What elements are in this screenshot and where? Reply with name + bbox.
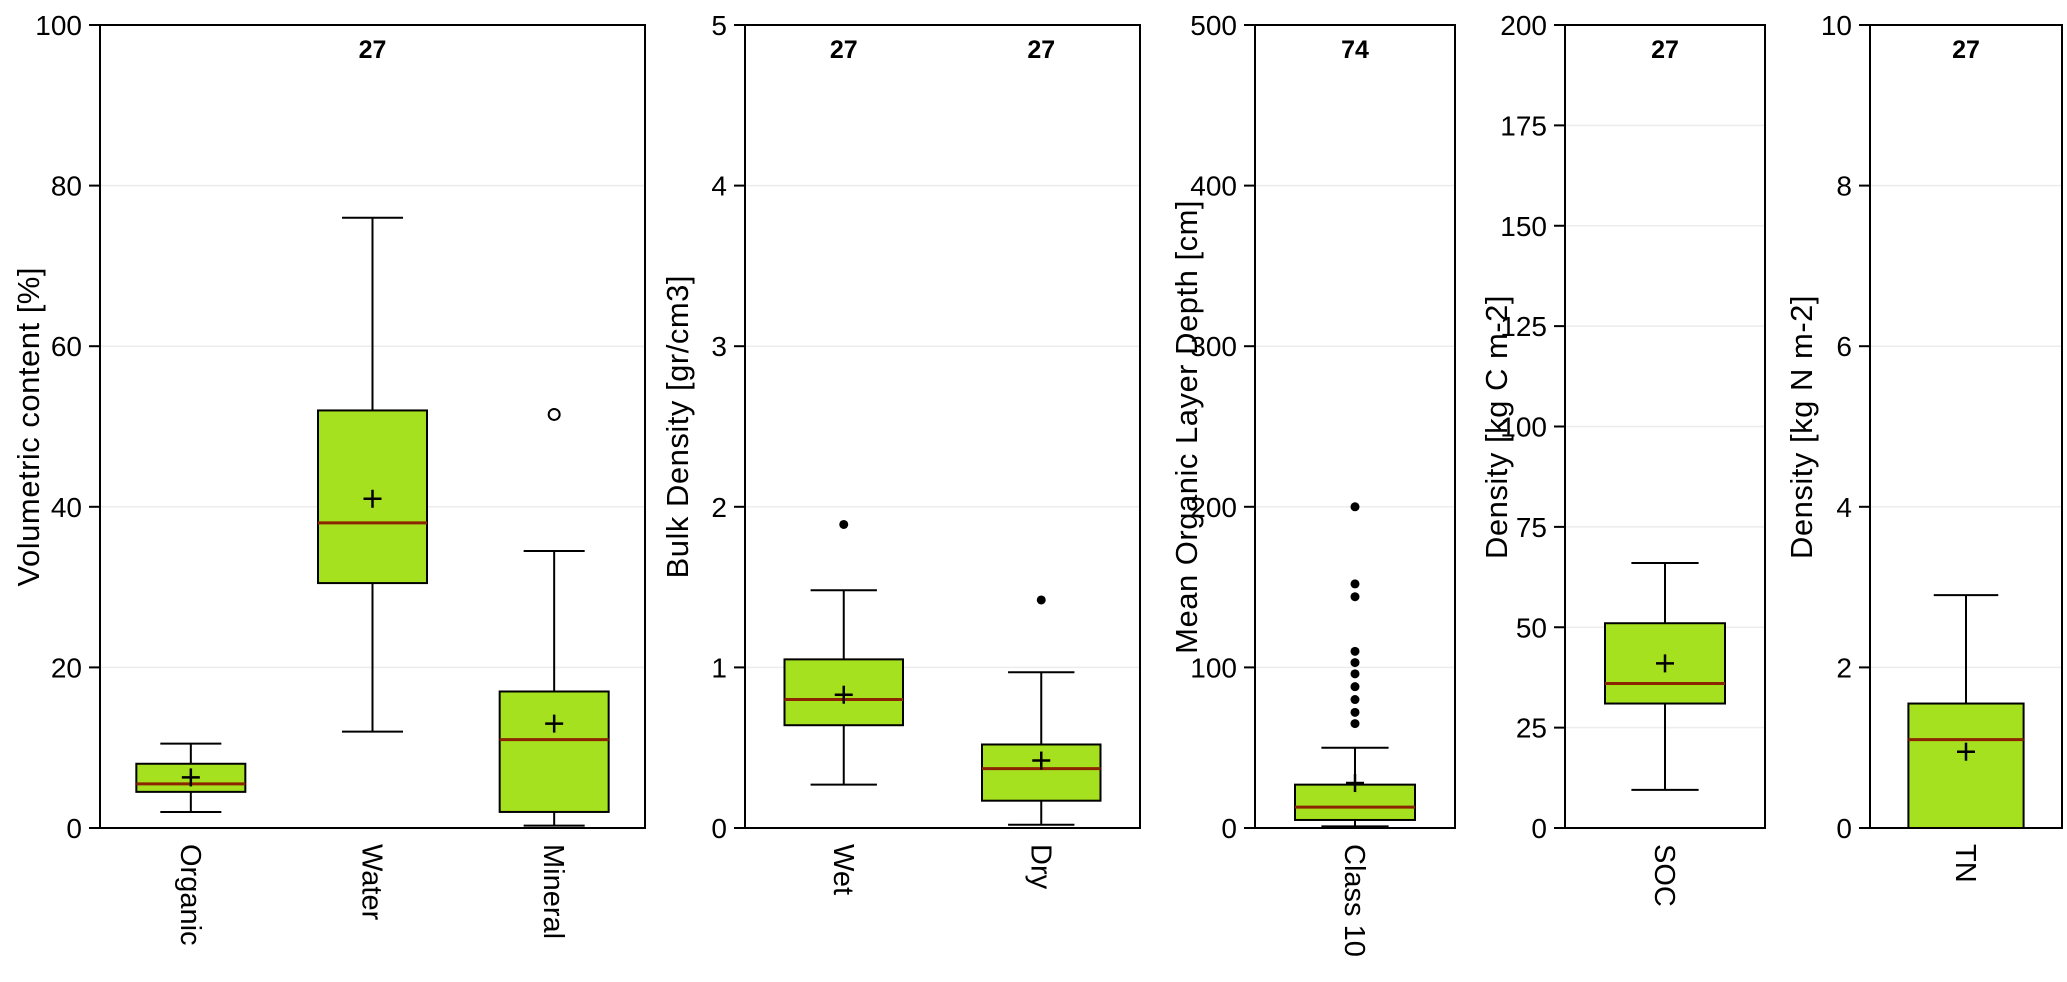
y-tick-label: 100	[1190, 652, 1237, 683]
box-group-tn	[1907, 594, 2025, 829]
y-tick-label: 2	[711, 492, 727, 523]
y-tick-label: 6	[1836, 331, 1852, 362]
x-category-label: Dry	[1024, 844, 1056, 890]
outlier-point	[1350, 682, 1360, 692]
y-tick-label: 200	[1190, 492, 1237, 523]
y-axis-title-text: Volumetric content [%]	[11, 266, 46, 587]
y-axis-title-text: Bulk Density [gr/cm3]	[660, 274, 695, 579]
outlier-point	[1350, 695, 1360, 705]
y-tick-label: 0	[711, 813, 727, 844]
panel-2: 0 100 200 300 400 500 74 Class 10	[1190, 10, 1456, 957]
count-label: 27	[359, 36, 387, 64]
panel-0: 0 20 40 60 80 100 27 Organic Water Mineral	[35, 10, 646, 946]
y-tick-label: 10	[1821, 10, 1852, 41]
panel-3: 0 25 50 75 100 125 150 175 200 27 SOC	[1500, 10, 1766, 907]
panel-4: 0 2 4 6 8 10 27 TN	[1821, 10, 2063, 883]
box-group-water	[317, 216, 428, 733]
y-tick-label: 60	[51, 331, 82, 362]
box-group-class-10	[1294, 502, 1416, 828]
count-label: 27	[1952, 36, 1980, 64]
y-tick-label: 4	[1836, 492, 1852, 523]
count-label: 27	[1027, 36, 1055, 64]
y-tick-label: 0	[1221, 813, 1237, 844]
outlier-point	[1350, 658, 1360, 668]
y-axis-title-organic-layer-depth: Mean Organic Layer Depth [cm]	[1164, 25, 1210, 828]
plot-border	[99, 24, 646, 829]
y-tick-label: 100	[35, 10, 82, 41]
y-tick-label: 0	[66, 813, 82, 844]
y-tick-label: 50	[1516, 612, 1547, 643]
outlier-point	[1350, 646, 1360, 656]
x-category-label: Wet	[827, 844, 859, 895]
y-tick-label: 400	[1190, 171, 1237, 202]
y-axis-title-text: Mean Organic Layer Depth [cm]	[1169, 199, 1204, 654]
plot-border	[1254, 24, 1456, 829]
iqr-box	[1907, 702, 2025, 829]
y-tick-label: 20	[51, 652, 82, 683]
y-axis-title-text: Density [kg C m-2]	[1479, 294, 1514, 559]
y-tick-label: 0	[1836, 813, 1852, 844]
x-category-label: Organic	[174, 844, 206, 946]
y-tick-label: 0	[1531, 813, 1547, 844]
box-group-mineral	[498, 407, 610, 827]
y-tick-label: 8	[1836, 171, 1852, 202]
iqr-box	[498, 690, 610, 813]
outlier-point	[1350, 502, 1360, 512]
y-tick-label: 4	[711, 171, 727, 202]
outlier-point	[547, 407, 561, 421]
box-group-dry	[981, 595, 1102, 826]
y-tick-label: 500	[1190, 10, 1237, 41]
y-tick-label: 100	[1500, 412, 1547, 443]
y-axis-title-volumetric-content: Volumetric content [%]	[6, 25, 52, 828]
x-category-label: Water	[356, 844, 388, 921]
x-category-label: Mineral	[537, 844, 569, 939]
y-tick-label: 125	[1500, 311, 1547, 342]
count-label: 27	[1651, 36, 1679, 64]
count-label: 27	[830, 36, 858, 64]
y-axis-title-tn-density: Density [kg N m-2]	[1779, 25, 1825, 828]
outlier-point	[1350, 592, 1360, 602]
y-tick-label: 3	[711, 331, 727, 362]
outlier-point	[1350, 719, 1360, 729]
count-label: 74	[1341, 36, 1369, 64]
x-category-label: TN	[1949, 844, 1981, 883]
y-tick-label: 200	[1500, 10, 1547, 41]
box-group-soc	[1604, 562, 1726, 791]
y-tick-label: 175	[1500, 110, 1547, 141]
outlier-point	[1350, 669, 1360, 679]
box-group-organic	[135, 742, 247, 813]
y-tick-label: 2	[1836, 652, 1852, 683]
outlier-point	[839, 519, 849, 529]
y-axis-title-text: Density [kg N m-2]	[1784, 294, 1819, 559]
y-axis-title-soc-density: Density [kg C m-2]	[1474, 25, 1520, 828]
y-tick-label: 1	[711, 652, 727, 683]
y-tick-label: 300	[1190, 331, 1237, 362]
y-tick-label: 150	[1500, 211, 1547, 242]
y-tick-label: 80	[51, 171, 82, 202]
plot-border	[1564, 24, 1766, 829]
y-tick-label: 40	[51, 492, 82, 523]
y-axis-title-bulk-density: Bulk Density [gr/cm3]	[655, 25, 701, 828]
y-tick-label: 75	[1516, 512, 1547, 543]
y-tick-label: 25	[1516, 713, 1547, 744]
outlier-point	[1350, 707, 1360, 717]
outlier-point	[1350, 579, 1360, 589]
y-tick-label: 5	[711, 10, 727, 41]
panel-1: 0 1 2 3 4 5 27 27 Wet Dry	[711, 10, 1141, 895]
x-category-label: SOC	[1648, 844, 1680, 907]
box-group-wet	[783, 519, 904, 786]
plot-border	[744, 24, 1141, 829]
x-category-label: Class 10	[1338, 844, 1370, 957]
outlier-point	[1036, 595, 1046, 605]
